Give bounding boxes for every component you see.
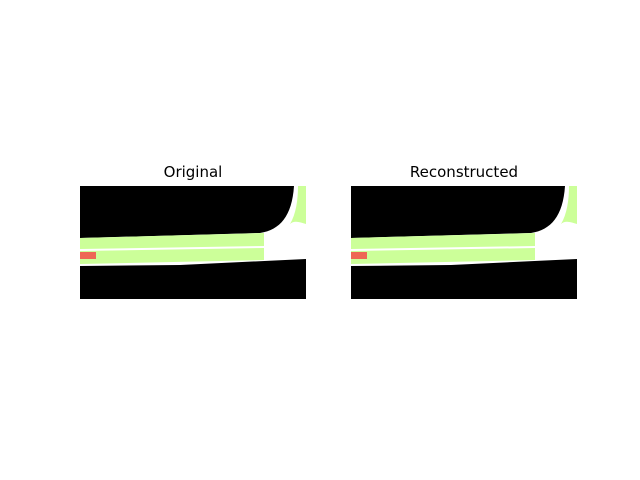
lane-region-lower — [351, 248, 535, 264]
reconstructed-segmentation-image — [351, 186, 577, 299]
lane-region-top — [290, 186, 306, 224]
lane-region-top — [561, 186, 577, 224]
reconstructed-image-panel — [351, 186, 577, 299]
vehicle-marker — [80, 252, 96, 259]
lane-region-upper — [351, 233, 535, 249]
reconstructed-panel-title: Reconstructed — [409, 163, 519, 181]
original-panel-title: Original — [163, 163, 223, 181]
vehicle-marker — [351, 252, 367, 259]
lane-region-lower — [80, 248, 264, 264]
original-segmentation-image — [80, 186, 306, 299]
original-image-panel — [80, 186, 306, 299]
lane-region-upper — [80, 233, 264, 249]
